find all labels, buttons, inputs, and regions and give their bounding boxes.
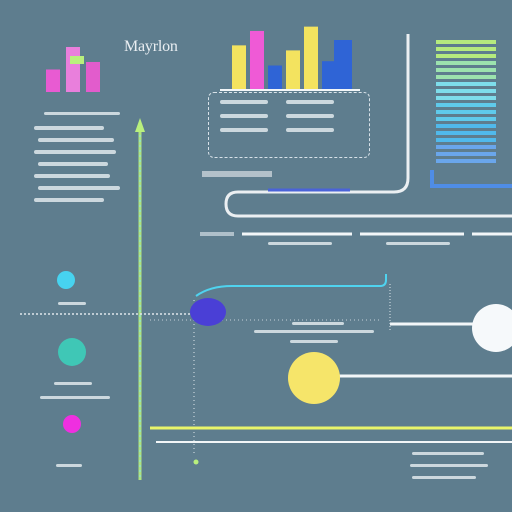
node-caption-pink	[56, 464, 82, 467]
mini-bar-chart	[46, 47, 100, 92]
center-bar-5	[322, 61, 336, 90]
yellow-node-caption-3	[290, 340, 338, 343]
stripe-9	[436, 103, 496, 107]
stripe-15	[436, 145, 496, 149]
left-list-row	[38, 186, 120, 190]
panel-row-cell	[286, 114, 334, 118]
diagram-title: Mayrlon	[124, 38, 178, 55]
teal-gradient-node	[58, 338, 86, 366]
right-chart-bracket	[430, 170, 512, 188]
cyan-node	[57, 271, 75, 289]
stripe-3	[436, 61, 496, 65]
stripe-0	[436, 40, 496, 44]
yellow-node-caption-2	[254, 330, 374, 333]
mini-bar-cap	[70, 56, 84, 64]
node-caption-teal	[54, 382, 92, 385]
bottom-caption-3	[412, 476, 476, 479]
left-list-row	[38, 138, 114, 142]
left-caption-1	[44, 112, 120, 115]
mini-bar-2	[86, 62, 100, 92]
mid-caption-1	[268, 242, 332, 245]
center-bar-0	[232, 45, 246, 90]
node-caption-teal-2	[40, 396, 110, 399]
stripe-6	[436, 82, 496, 86]
stripe-10	[436, 110, 496, 114]
center-data-panel	[208, 92, 370, 158]
yellow-node	[288, 352, 340, 404]
left-list-row	[34, 150, 116, 154]
stripe-11	[436, 117, 496, 121]
panel-row-cell	[220, 100, 268, 104]
top-right-connector	[224, 34, 512, 218]
stripe-7	[436, 89, 496, 93]
bottom-caption-1	[412, 452, 484, 455]
white-badge-node	[472, 304, 512, 352]
stripe-5	[436, 75, 496, 79]
left-list-row	[34, 126, 104, 130]
panel-row-cell	[220, 114, 268, 118]
panel-row-cell	[286, 100, 334, 104]
stripe-1	[436, 47, 496, 51]
blue-node	[190, 298, 226, 326]
yellow-node-caption-1	[292, 322, 344, 325]
left-list-row	[34, 198, 104, 202]
mini-bar-0	[46, 69, 60, 92]
stripe-12	[436, 124, 496, 128]
stripe-2	[436, 54, 496, 58]
center-bar-extra	[334, 40, 352, 90]
mini-bar-1	[66, 47, 80, 92]
axis-arrow-head	[135, 118, 145, 132]
left-list-row	[34, 174, 110, 178]
stripe-17	[436, 159, 496, 163]
mid-caption-2	[386, 242, 450, 245]
bottom-caption-2	[410, 464, 488, 467]
stripe-13	[436, 131, 496, 135]
node-caption-cyan	[58, 302, 86, 305]
stripe-4	[436, 68, 496, 72]
pink-node	[63, 415, 81, 433]
stripe-14	[436, 138, 496, 142]
right-stripe-chart	[436, 40, 496, 163]
center-bar-1	[250, 30, 264, 90]
left-list-row	[38, 162, 108, 166]
panel-row-cell	[286, 128, 334, 132]
panel-row-cell	[220, 128, 268, 132]
center-bar-3	[286, 50, 300, 90]
stripe-16	[436, 152, 496, 156]
center-bar-2	[268, 65, 282, 90]
bottom-green-dot	[193, 459, 199, 465]
center-bar-chart	[220, 26, 360, 91]
mid-right-connector	[195, 274, 387, 297]
stripe-8	[436, 96, 496, 100]
center-bar-4	[304, 26, 318, 90]
